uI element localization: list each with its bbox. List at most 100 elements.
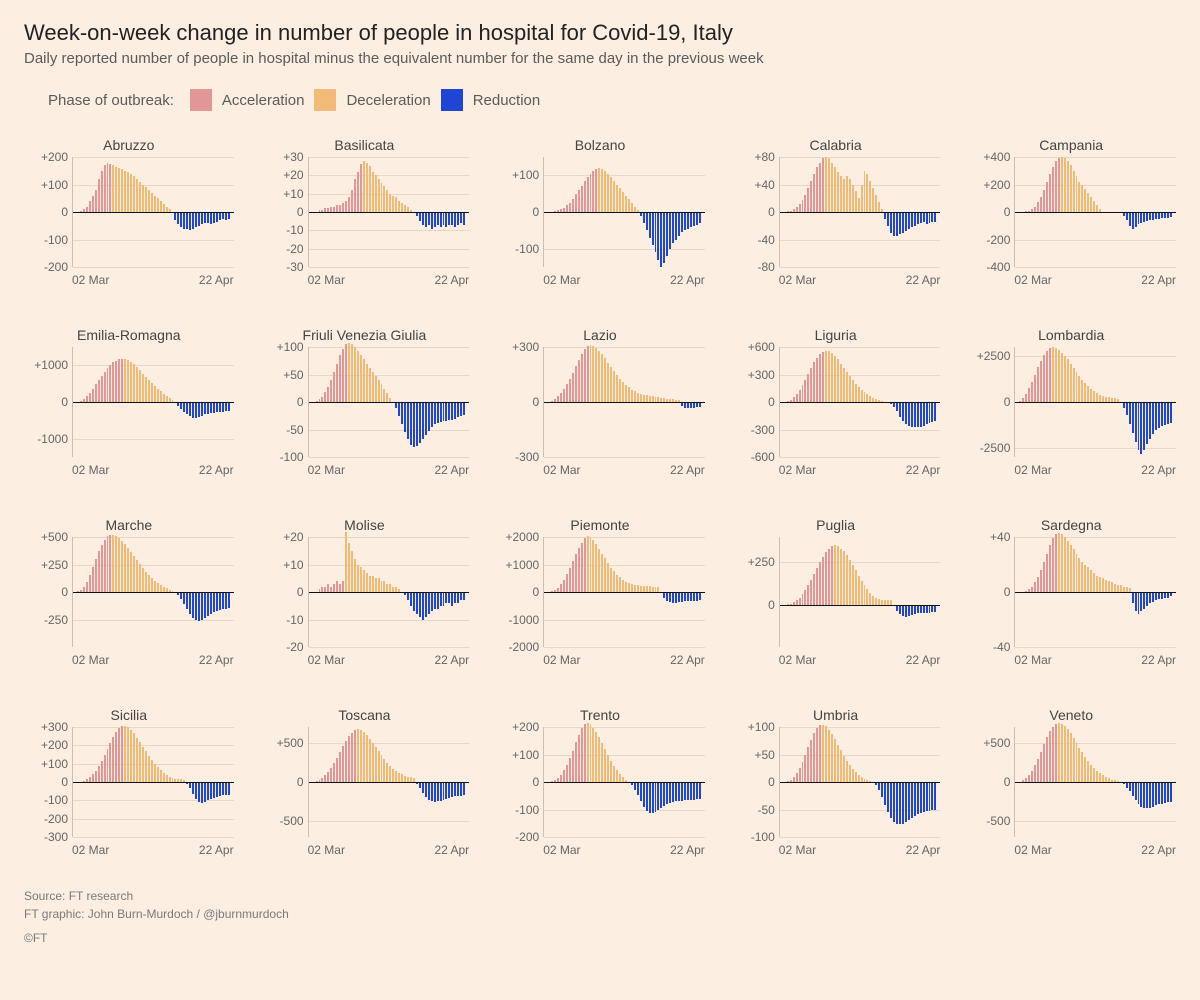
y-tick-label: -500 (280, 814, 304, 828)
x-tick-end: 22 Apr (434, 273, 469, 287)
plot-area (1014, 537, 1176, 647)
y-tick-label: 0 (297, 775, 304, 789)
y-tick-label: 0 (533, 585, 540, 599)
x-tick-end: 22 Apr (670, 463, 705, 477)
x-tick-end: 22 Apr (906, 843, 941, 857)
plot-area (308, 537, 470, 647)
panel-title: Toscana (260, 707, 470, 723)
y-tick-label: +10 (283, 558, 303, 572)
plot-area (1014, 347, 1176, 457)
panel: Trento+200+1000-100-20002 Mar22 Apr (495, 707, 705, 857)
y-tick-label: -100 (280, 450, 304, 464)
y-tick-label: -200 (515, 830, 539, 844)
y-tick-label: +40 (754, 178, 774, 192)
y-tick-label: +200 (41, 738, 68, 752)
x-tick-end: 22 Apr (1141, 273, 1176, 287)
x-axis: 02 Mar 22 Apr (495, 463, 705, 477)
y-tick-label: +500 (41, 530, 68, 544)
y-tick-label: 0 (1004, 395, 1011, 409)
y-tick-label: +500 (277, 736, 304, 750)
y-tick-label: +100 (41, 757, 68, 771)
y-tick-label: 0 (1004, 775, 1011, 789)
plot-area (543, 727, 705, 837)
x-axis: 02 Mar22 Apr (966, 653, 1176, 667)
x-axis: 02 Mar22 Apr (24, 843, 234, 857)
x-tick-end: 22 Apr (1141, 843, 1176, 857)
panel: Molise+20+100-10-2002 Mar22 Apr (260, 517, 470, 667)
x-tick-start: 02 Mar (543, 463, 580, 477)
y-tick-label: +100 (512, 748, 539, 762)
y-tick-label: -1000 (508, 613, 539, 627)
y-tick-label: 0 (533, 395, 540, 409)
panel: Veneto+5000-50002 Mar22 Apr (966, 707, 1176, 857)
x-tick-start: 02 Mar (543, 273, 580, 287)
y-axis: +2500 (731, 537, 779, 647)
legend-item-reduction: Reduction (473, 92, 541, 109)
y-tick-label: +200 (512, 720, 539, 734)
panel: Piemonte+2000+10000-1000-200002 Mar22 Ap… (495, 517, 705, 667)
y-tick-label: 0 (768, 205, 775, 219)
panel: Friuli Venezia Giulia+100+500-50-10002 M… (260, 327, 470, 477)
x-tick-end: 22 Apr (434, 463, 469, 477)
x-tick-start: 02 Mar (1014, 273, 1051, 287)
plot-area (72, 537, 234, 647)
y-tick-label: -2000 (508, 640, 539, 654)
y-tick-label: -200 (44, 812, 68, 826)
x-axis: 02 Mar 22 Apr (260, 463, 470, 477)
chart-title: Week-on-week change in number of people … (24, 20, 1176, 46)
legend-swatch-deceleration (314, 89, 336, 111)
x-axis: 02 Mar22 Apr (260, 653, 470, 667)
y-tick-label: -200 (986, 233, 1010, 247)
panel: Calabria+80+400-40-8002 Mar22 Apr (731, 137, 941, 287)
x-axis: 02 Mar 22 Apr (24, 463, 234, 477)
y-tick-label: 0 (61, 395, 68, 409)
panel: Basilicata+30+20+100-10-20-3002 Mar22 Ap… (260, 137, 470, 287)
y-tick-label: 0 (61, 775, 68, 789)
footer-copyright: ©FT (24, 931, 1176, 945)
legend: Phase of outbreak: Acceleration Decelera… (48, 89, 1176, 111)
plot-area (1014, 157, 1176, 267)
panel: Sardegna+400-4002 Mar22 Apr (966, 517, 1176, 667)
y-tick-label: +1000 (505, 558, 539, 572)
x-tick-end: 22 Apr (199, 653, 234, 667)
x-tick-end: 22 Apr (199, 463, 234, 477)
chart-subtitle: Daily reported number of people in hospi… (24, 50, 1176, 67)
y-tick-label: -300 (44, 830, 68, 844)
small-multiples-grid: Abruzzo+200+1000-100-20002 Mar22 AprBasi… (24, 137, 1176, 857)
y-tick-label: +300 (512, 340, 539, 354)
y-tick-label: 0 (768, 395, 775, 409)
y-tick-label: -500 (986, 814, 1010, 828)
y-tick-label: +400 (983, 150, 1010, 164)
x-tick-end: 22 Apr (1141, 463, 1176, 477)
y-tick-label: 0 (297, 395, 304, 409)
panel-title: Bolzano (495, 137, 705, 153)
plot-area (779, 347, 941, 457)
y-axis: +400-40 (966, 537, 1014, 647)
x-axis: 02 Mar22 Apr (495, 273, 705, 287)
y-tick-label: +100 (748, 720, 775, 734)
x-tick-start: 02 Mar (308, 463, 345, 477)
y-axis: +500+2500-250 (24, 537, 72, 647)
y-tick-label: -100 (751, 830, 775, 844)
panel: Marche+500+2500-25002 Mar22 Apr (24, 517, 234, 667)
y-tick-label: +300 (748, 368, 775, 382)
plot-area (543, 347, 705, 457)
x-tick-start: 02 Mar (1014, 653, 1051, 667)
y-tick-label: +200 (983, 178, 1010, 192)
x-axis: 02 Mar22 Apr (966, 463, 1176, 477)
plot-area (543, 157, 705, 267)
plot-area (72, 347, 234, 457)
x-tick-start: 02 Mar (72, 463, 109, 477)
y-tick-label: +100 (277, 340, 304, 354)
y-tick-label: +80 (754, 150, 774, 164)
panel: Liguria+600+3000-300-60002 Mar22 Apr (731, 327, 941, 477)
x-axis: 02 Mar22 Apr (24, 273, 234, 287)
y-tick-label: -10 (286, 613, 303, 627)
chart-footer: Source: FT research FT graphic: John Bur… (24, 887, 1176, 923)
x-tick-end: 22 Apr (906, 653, 941, 667)
x-axis: 02 Mar22 Apr (731, 843, 941, 857)
y-tick-label: 0 (1004, 205, 1011, 219)
panel: Lazio+3000-30002 Mar22 Apr (495, 327, 705, 477)
x-tick-end: 22 Apr (199, 273, 234, 287)
y-tick-label: -80 (757, 260, 774, 274)
